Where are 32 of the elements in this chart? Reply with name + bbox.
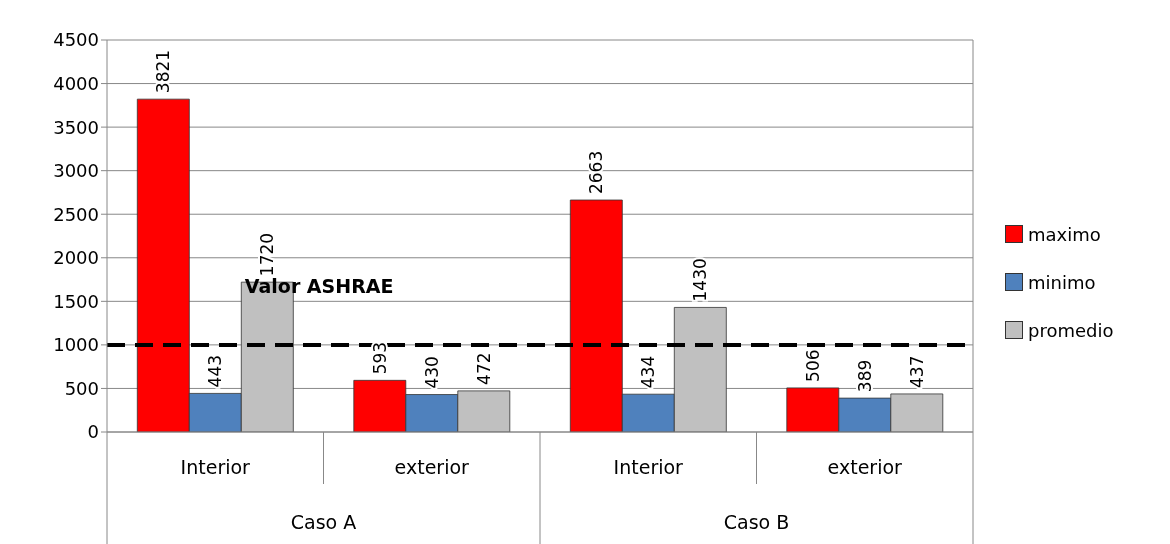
- legend-label: promedio: [1028, 319, 1114, 341]
- data-label: 389: [854, 359, 875, 393]
- y-tick-label: 2500: [53, 203, 99, 225]
- ref-line-label: Valor ASHRAE: [244, 274, 394, 297]
- data-label: 430: [421, 356, 442, 389]
- legend-label: maximo: [1028, 223, 1101, 245]
- y-tick-label: 4500: [53, 29, 99, 51]
- data-label: 437: [906, 355, 927, 388]
- x-tick-label: exterior: [827, 456, 903, 478]
- legend-label: minimo: [1028, 271, 1096, 293]
- data-label: 443: [205, 354, 226, 388]
- data-label: 3821: [153, 49, 174, 94]
- data-label: 472: [473, 352, 494, 385]
- data-label: 434: [638, 355, 659, 389]
- data-label: 506: [802, 349, 823, 382]
- y-tick-label: 2000: [53, 247, 99, 269]
- x-tick-label: Interior: [613, 456, 684, 478]
- x-tick-label: exterior: [394, 456, 470, 478]
- y-tick-label: 500: [64, 377, 99, 399]
- text: Caso B: [723, 511, 790, 533]
- y-tick-label: 1000: [53, 334, 99, 356]
- data-label: 593: [369, 341, 390, 375]
- y-tick-label: 3000: [53, 160, 99, 182]
- x-tick-label: Interior: [180, 456, 251, 478]
- text: Caso A: [290, 511, 357, 533]
- y-tick-label: 1500: [53, 290, 99, 312]
- data-label: 2663: [586, 150, 607, 195]
- data-label: 1720: [257, 232, 278, 277]
- y-tick-label: 0: [87, 421, 99, 443]
- data-label: 1430: [690, 258, 711, 302]
- y-tick-label: 3500: [53, 116, 99, 138]
- y-tick-label: 4000: [53, 72, 99, 94]
